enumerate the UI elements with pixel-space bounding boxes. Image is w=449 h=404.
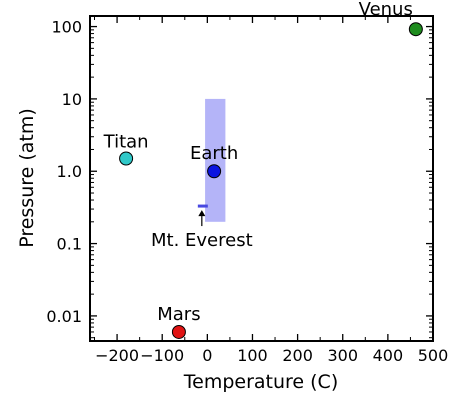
everest-label: Mt. Everest: [151, 230, 253, 251]
x-tick-label: −200: [95, 346, 139, 365]
titan-label: Titan: [103, 132, 149, 153]
y-tick-label: 1.0: [57, 162, 82, 181]
venus-label: Venus: [359, 0, 413, 20]
x-tick-label: 400: [373, 346, 404, 365]
y-tick-label: 10: [62, 90, 82, 109]
y-tick-label: 100: [51, 18, 82, 37]
earth-pressure-temperature-range: [205, 98, 226, 222]
y-axis-label: Pressure (atm): [16, 108, 38, 248]
plot-area-background: [90, 16, 433, 341]
earth-point: [207, 164, 222, 179]
x-tick-label: 300: [327, 346, 358, 365]
venus-point: [408, 22, 423, 37]
titan-point: [119, 151, 134, 166]
x-tick-label: 100: [237, 346, 268, 365]
plot-frame: [89, 15, 434, 342]
x-tick-label: 0: [202, 346, 212, 365]
x-tick-label: 200: [282, 346, 313, 365]
x-tick-label: 500: [418, 346, 449, 365]
x-tick-label: −100: [140, 346, 184, 365]
everest-arrowhead: [198, 210, 206, 217]
mars-label: Mars: [157, 304, 200, 325]
x-axis-label: Temperature (C): [183, 371, 339, 393]
y-tick-label: 0.1: [57, 235, 82, 254]
mars-point: [171, 324, 186, 339]
earth-label: Earth: [190, 143, 238, 164]
y-tick-label: 0.01: [46, 307, 82, 326]
